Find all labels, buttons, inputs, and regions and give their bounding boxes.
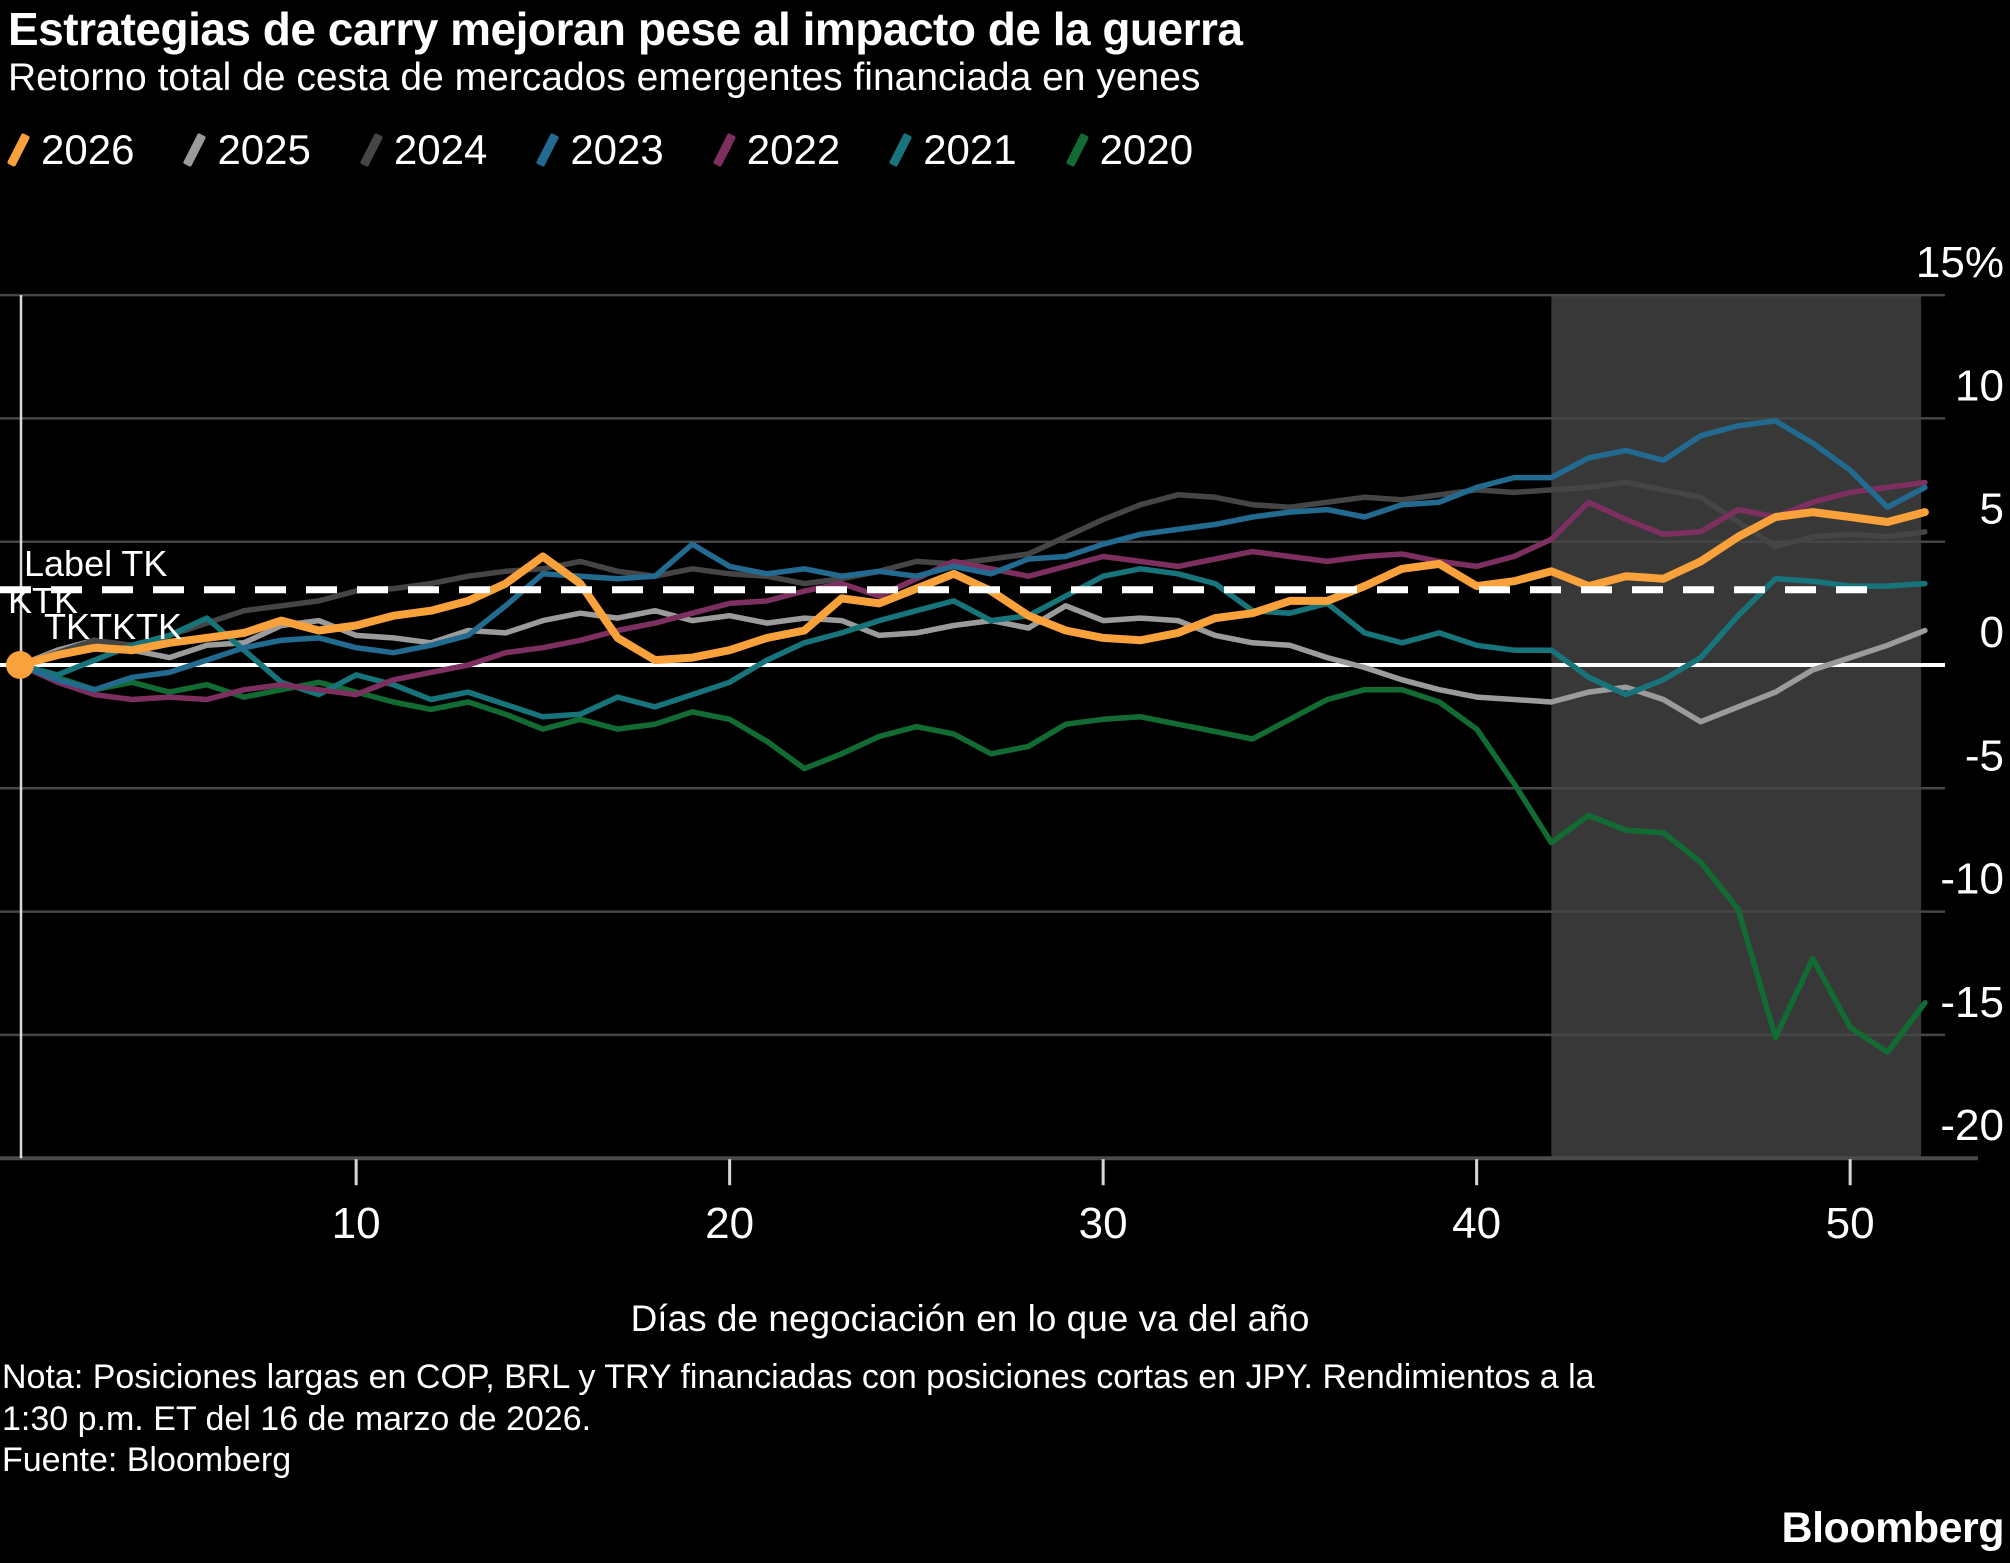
legend-item-label: 2023 [570,126,664,173]
legend-item-2020: 2020 [1065,126,1194,174]
annotation-tktktk: TKTKTK [44,606,183,647]
legend-item-label: 2022 [746,126,841,173]
chart-title: Estrategias de carry mejoran pese al imp… [8,3,1243,55]
x-tick-label: 20 [705,1199,754,1248]
y-tick-label: 10 [1955,361,2004,410]
series-line-2023 [17,418,1928,693]
series-line-2026 [16,508,1929,669]
chart-note: Nota: Posiciones largas en COP, BRL y TR… [2,1356,1595,1440]
series-line-2024 [17,479,1928,668]
chart-subtitle: Retorno total de cesta de mercados emerg… [8,56,1201,99]
source-label: Fuente: Bloomberg [2,1441,292,1479]
legend-item-label: 2026 [41,126,135,173]
x-tick-label: 40 [1452,1199,1501,1248]
y-tick-label: 5 [1980,485,2004,534]
series-line-2021 [17,566,1928,720]
chart-note-line2: 1:30 p.m. ET del 16 de marzo de 2026. [2,1400,592,1438]
legend-item-label: 2021 [923,126,1017,173]
y-tick-label: -20 [1940,1101,2004,1150]
legend-item-label: 2020 [1099,126,1194,173]
x-tick-label: 50 [1826,1199,1875,1248]
x-tick-label: 10 [332,1199,381,1248]
legend-item-2021: 2021 [888,126,1017,174]
legend-item-2024: 2024 [359,126,488,174]
legend-item-label: 2025 [217,126,311,173]
annotation-tktk: TKTK [0,580,79,621]
y-tick-label: 15% [1916,238,2004,287]
annotation-label-tk: Label TK [24,543,168,584]
shaded-region [1551,295,1922,1159]
legend-item-2026: 2026 [6,126,135,174]
y-tick-label: -15 [1940,978,2004,1027]
bloomberg-logo: Bloomberg [1781,1504,2005,1552]
legend-item-2022: 2022 [712,126,841,174]
y-tick-label: -5 [1965,731,2004,780]
series-line-2022 [17,479,1928,703]
legend: 2026 2025 2024 2023 2022 2021 2020 [6,124,1249,176]
y-tick-label: 0 [1980,608,2004,657]
y-tick-label: -10 [1940,855,2004,904]
chart-note-line1: Nota: Posiciones largas en COP, BRL y TR… [2,1358,1595,1396]
legend-item-2025: 2025 [183,126,311,174]
legend-item-label: 2024 [393,126,488,173]
x-axis-title: Días de negociación en lo que va del año [630,1298,1310,1339]
series-start-dot-2026 [6,651,34,679]
x-tick-label: 30 [1079,1199,1128,1248]
legend-item-2023: 2023 [536,126,664,174]
